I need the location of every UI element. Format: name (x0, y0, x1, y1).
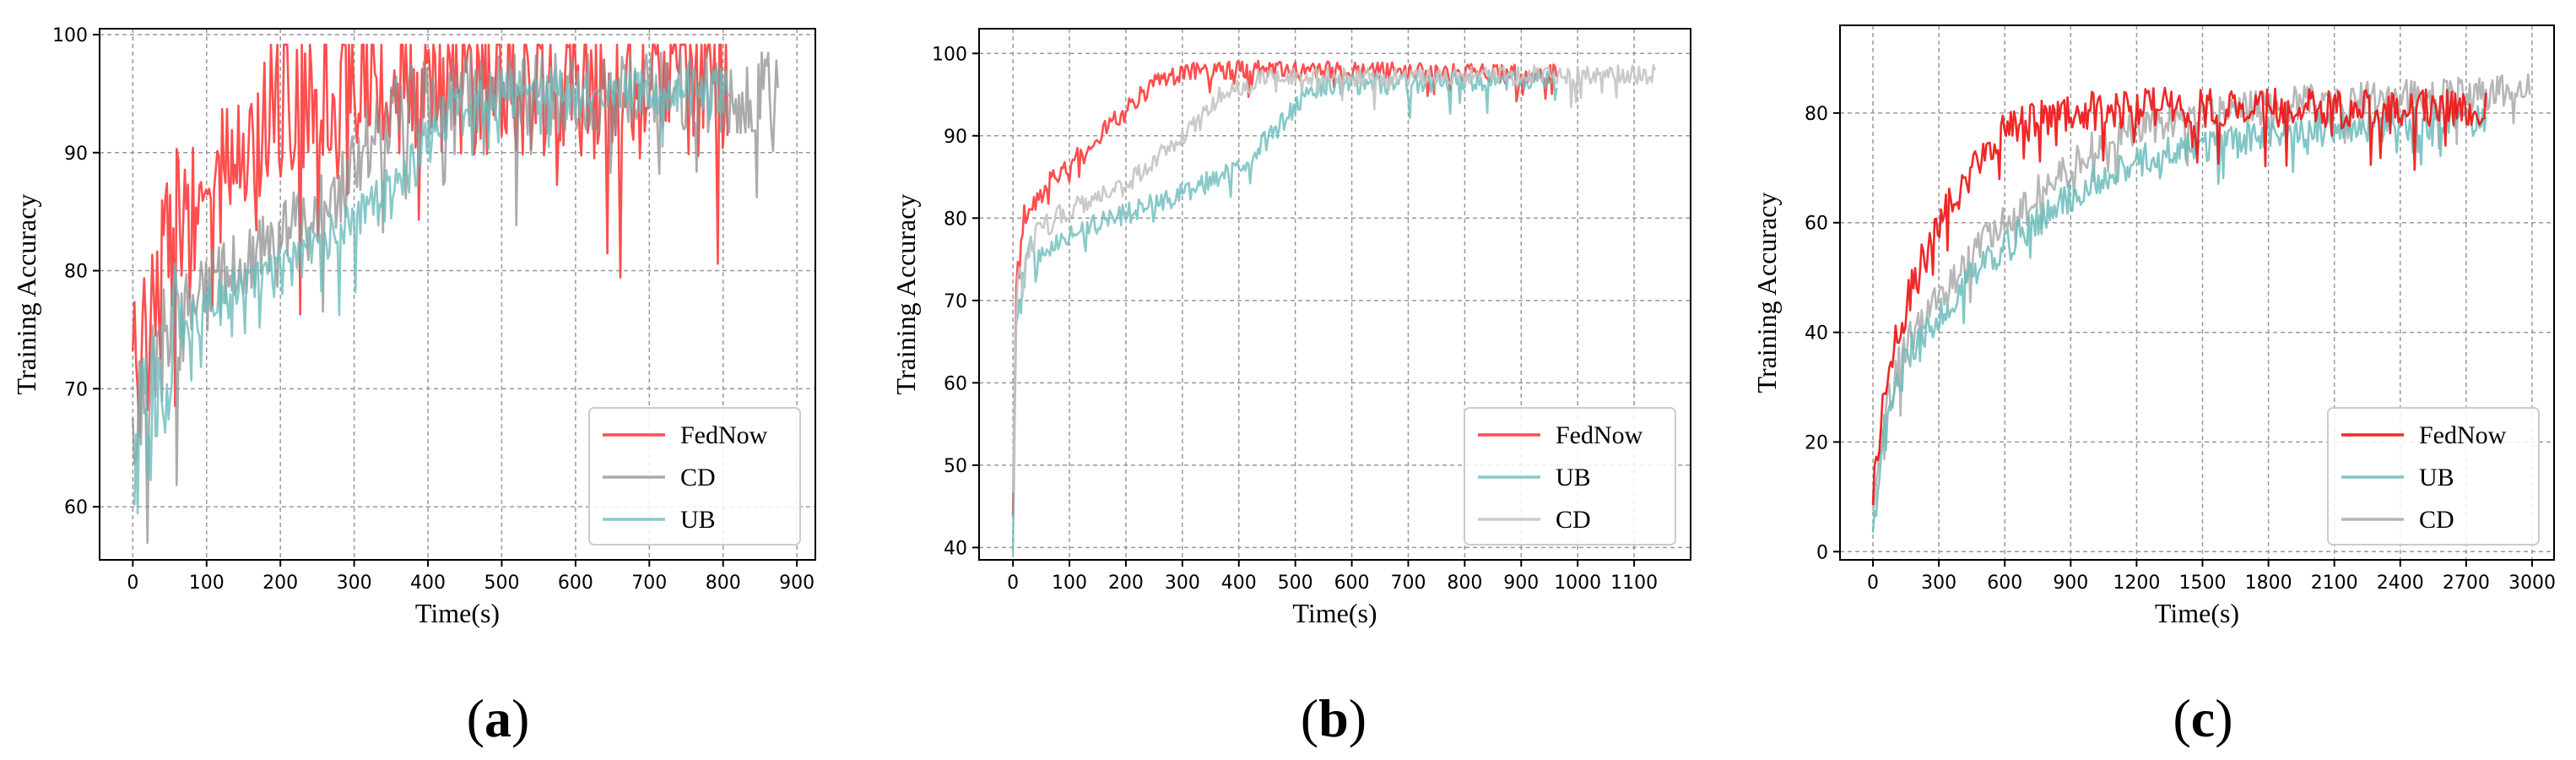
series-group (132, 43, 779, 545)
x-tick-label: 400 (410, 573, 446, 594)
x-tick-label: 300 (337, 573, 372, 594)
x-tick-label: 600 (1987, 573, 2022, 594)
panel-label: (c) (2173, 688, 2232, 748)
legend-label: FedNow (680, 421, 768, 449)
chart-b: 0 100 200 300 400 500 600 700 800 900 1000 1100 40 50… (890, 28, 1691, 748)
legend-label: UB (2419, 464, 2454, 491)
x-tick-label: 0 (1867, 573, 1879, 594)
y-tick-label: 80 (64, 262, 88, 283)
x-axis-label: Time(s) (415, 598, 500, 628)
y-tick-label: 80 (1805, 104, 1828, 125)
series-line-fednow (1011, 59, 1558, 517)
legend-label: UB (1556, 464, 1591, 491)
legend-label: FedNow (1556, 421, 1643, 449)
legend-box (2327, 407, 2540, 546)
chart-c: 0 300 600 900 1200 1500 1800 2100 2400 2700 3000 0 2… (1751, 24, 2556, 748)
x-tick-label: 1800 (2245, 573, 2292, 594)
x-tick-label: 700 (631, 573, 667, 594)
y-tick-label: 90 (64, 144, 88, 165)
y-axis-label: Training Accuracy (11, 194, 41, 395)
legend-label: UB (680, 506, 716, 534)
y-tick-label: 40 (944, 538, 967, 559)
y-tick-label: 40 (1805, 323, 1828, 345)
x-tick-label: 600 (558, 573, 593, 594)
x-axis-label: Time(s) (1292, 598, 1377, 628)
y-tick-label: 80 (944, 209, 967, 230)
x-tick-label: 800 (706, 573, 741, 594)
legend: FedNow UB CD (2327, 407, 2540, 546)
series-line-ub (132, 67, 730, 515)
series-line-fednow (1871, 86, 2487, 505)
x-tick-label: 0 (1007, 573, 1019, 594)
x-tick-label: 100 (1052, 573, 1087, 594)
x-tick-label: 900 (779, 573, 814, 594)
x-axis-label: Time(s) (2155, 598, 2239, 628)
x-tick-label: 1000 (1554, 573, 1601, 594)
legend-box (588, 407, 801, 546)
x-tick-label: 700 (1390, 573, 1426, 594)
y-tick-label: 20 (1805, 432, 1828, 453)
x-tick-label: 2400 (2377, 573, 2424, 594)
panel-label: (a) (467, 688, 530, 748)
x-tick-label: 200 (262, 573, 298, 594)
legend-label: CD (1556, 506, 1591, 534)
x-tick-label: 800 (1447, 573, 1482, 594)
y-tick-label: 60 (1805, 214, 1828, 235)
x-tick-label: 100 (189, 573, 225, 594)
x-tick-label: 3000 (2508, 573, 2556, 594)
series-line-cd (132, 51, 779, 545)
y-tick-label: 90 (944, 127, 967, 148)
x-tick-label: 900 (2053, 573, 2088, 594)
series-line-fednow (132, 43, 729, 438)
x-tick-label: 300 (1921, 573, 1956, 594)
plot-frame (1839, 24, 2555, 561)
plot-frame (99, 28, 816, 561)
plot-frame (978, 28, 1691, 561)
chart-a: 0 100 200 300 400 500 600 700 800 900 60 70 80 90 100 T… (11, 25, 816, 748)
x-tick-label: 1100 (1610, 573, 1658, 594)
x-tick-label: 0 (127, 573, 138, 594)
y-tick-label: 60 (64, 497, 88, 518)
y-tick-label: 60 (944, 373, 967, 394)
y-axis-label: Training Accuracy (1751, 193, 1782, 394)
x-tick-label: 500 (1278, 573, 1313, 594)
x-tick-label: 2700 (2443, 573, 2490, 594)
x-tick-label: 300 (1165, 573, 1200, 594)
y-tick-label: 0 (1816, 542, 1828, 563)
series-group (1871, 73, 2531, 533)
x-tick-label: 400 (1221, 573, 1257, 594)
y-tick-label: 100 (52, 25, 88, 46)
series-line-cd (1011, 63, 1657, 493)
legend: FedNow UB CD (1464, 407, 1676, 546)
x-tick-label: 2100 (2311, 573, 2358, 594)
y-tick-label: 100 (932, 44, 967, 65)
legend-label: CD (2419, 506, 2454, 534)
x-tick-label: 200 (1108, 573, 1144, 594)
x-tick-label: 900 (1503, 573, 1539, 594)
series-line-ub (1871, 104, 2487, 533)
y-tick-label: 70 (944, 291, 967, 312)
legend-label: FedNow (2419, 421, 2507, 449)
x-tick-label: 1500 (2179, 573, 2227, 594)
y-tick-label: 70 (64, 379, 88, 400)
x-tick-label: 1200 (2113, 573, 2160, 594)
legend-label: CD (680, 464, 716, 491)
y-tick-label: 50 (944, 456, 967, 477)
x-tick-label: 500 (484, 573, 519, 594)
series-line-cd (1871, 73, 2531, 512)
panel-label: (b) (1301, 688, 1366, 748)
legend-box (1464, 407, 1676, 546)
y-axis-label: Training Accuracy (890, 194, 921, 395)
series-group (1011, 59, 1657, 553)
legend: FedNow CD UB (588, 407, 801, 546)
x-tick-label: 600 (1334, 573, 1370, 594)
